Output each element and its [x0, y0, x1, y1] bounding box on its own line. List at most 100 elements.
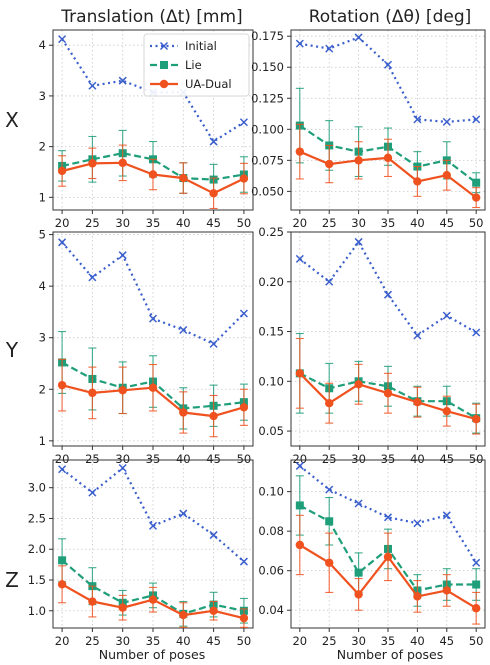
x-tick-label: 50 — [237, 634, 252, 648]
data-point — [295, 501, 304, 510]
x-tick-label: 20 — [55, 452, 70, 466]
y-tick-label: 0.20 — [258, 275, 284, 289]
data-point — [383, 513, 393, 522]
x-tick-label: 35 — [146, 452, 161, 466]
y-tick-label: 3 — [39, 331, 46, 345]
series-initial — [295, 33, 481, 126]
series-line — [61, 466, 245, 563]
data-point — [88, 159, 97, 168]
y-tick-label: 0.15 — [258, 325, 284, 339]
series-ua-dual — [57, 565, 249, 628]
data-point — [471, 414, 481, 424]
y-tick-label: 0.050 — [251, 184, 284, 198]
legend-frame — [143, 33, 250, 97]
data-point — [354, 380, 363, 389]
data-point — [413, 177, 422, 186]
series-initial — [58, 238, 248, 348]
y-tick-label: 0.100 — [251, 122, 284, 136]
data-point — [239, 309, 248, 318]
data-point — [118, 463, 127, 473]
legend-label: UA-Dual — [185, 77, 232, 91]
data-point — [354, 33, 363, 42]
x-tick-label: 35 — [381, 452, 396, 466]
y-tick-label: 0.25 — [258, 225, 284, 239]
x-tick-label: 50 — [469, 452, 484, 466]
data-point — [239, 557, 248, 566]
y-tick-label: 0.075 — [251, 153, 284, 167]
xlabel-left: Number of poses — [99, 647, 206, 662]
data-point — [58, 465, 67, 474]
data-point — [57, 380, 67, 390]
x-tick-label: 40 — [410, 216, 425, 230]
y-tick-label: 0.150 — [251, 60, 284, 74]
y-tick-label: 3 — [39, 89, 46, 103]
x-tick-label: 30 — [115, 634, 130, 648]
y-tick-label: 0.10 — [258, 485, 284, 499]
x-tick-label: 30 — [115, 216, 130, 230]
row-label-z: Z — [5, 568, 19, 592]
data-point — [472, 328, 481, 337]
data-point — [354, 156, 363, 165]
series-initial — [295, 237, 481, 340]
legend: Initial Lie UA-Dual — [143, 33, 250, 97]
x-tick-label: 50 — [469, 634, 484, 648]
series-ua-dual — [57, 144, 249, 210]
data-point — [148, 383, 158, 392]
legend-marker — [159, 41, 169, 51]
x-tick-label: 35 — [146, 634, 161, 648]
x-tick-label: 30 — [115, 452, 130, 466]
x-tick-label: 45 — [206, 452, 221, 466]
data-point — [239, 403, 249, 412]
data-point — [354, 590, 363, 599]
data-point — [442, 586, 451, 595]
y-tick-label: 2.5 — [28, 511, 46, 525]
x-tick-label: 20 — [55, 216, 70, 230]
series-ua-dual — [295, 514, 481, 625]
data-point — [295, 39, 304, 48]
y-tick-label: 1.0 — [28, 604, 46, 618]
data-point — [209, 189, 218, 198]
data-point — [209, 606, 218, 615]
x-tick-label: 40 — [410, 634, 425, 648]
data-point — [442, 171, 451, 180]
x-tick-label: 30 — [351, 216, 366, 230]
data-point — [179, 509, 188, 518]
y-tick-label: 0.08 — [258, 524, 284, 538]
data-point — [57, 580, 67, 589]
x-tick-label: 50 — [237, 452, 252, 466]
x-tick-label: 45 — [206, 634, 221, 648]
data-point — [442, 511, 451, 520]
y-tick-label: 5 — [39, 228, 46, 242]
data-point — [295, 254, 304, 263]
data-point — [88, 273, 97, 282]
data-point — [442, 406, 451, 416]
data-point — [179, 173, 188, 183]
x-tick-label: 25 — [85, 634, 100, 648]
data-point — [295, 461, 304, 470]
x-tick-label: 25 — [85, 452, 100, 466]
row-label-x: X — [5, 108, 19, 132]
y-tick-label: 1.5 — [28, 573, 46, 587]
x-tick-label: 25 — [322, 452, 337, 466]
y-tick-label: 3.0 — [28, 481, 46, 495]
y-tick-label: 2 — [39, 140, 46, 154]
data-point — [209, 531, 218, 540]
y-tick-label: 0.125 — [251, 91, 284, 105]
data-point — [471, 604, 481, 613]
y-tick-label: 0.05 — [258, 424, 284, 438]
x-tick-label: 45 — [439, 634, 454, 648]
data-point — [179, 610, 188, 620]
data-point — [209, 339, 218, 348]
data-point — [58, 556, 67, 565]
data-point — [239, 118, 248, 127]
y-tick-label: 4 — [39, 279, 46, 293]
data-point — [413, 398, 422, 407]
data-point — [118, 158, 127, 168]
y-tick-label: 0.06 — [258, 564, 284, 578]
data-point — [295, 369, 305, 378]
panel-z-translation: 1.0 1.5 2.0 2.5 3.0 20 25 30 35 40 45 50 — [28, 459, 254, 648]
y-tick-label: 4 — [39, 38, 46, 52]
data-point — [472, 178, 481, 187]
x-tick-label: 40 — [410, 452, 425, 466]
